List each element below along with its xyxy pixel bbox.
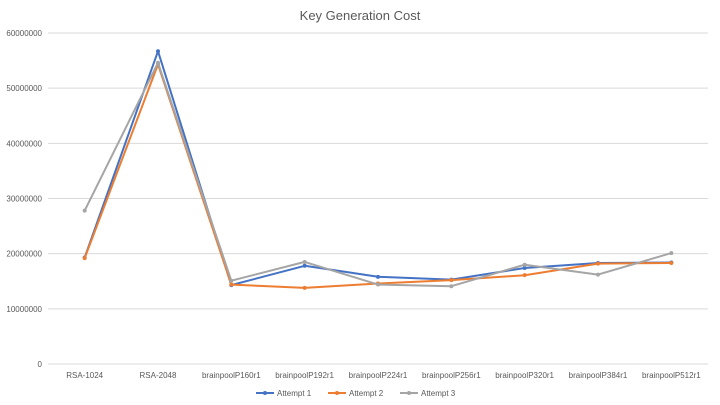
legend-marker: [263, 391, 267, 395]
x-tick-label: brainpoolP192r1: [275, 371, 334, 380]
legend-label: Attempt 1: [277, 389, 312, 398]
legend-marker: [335, 391, 339, 395]
x-tick-label: brainpoolP224r1: [349, 371, 408, 380]
legend-item: Attempt 2: [328, 389, 384, 398]
data-point: [522, 262, 527, 267]
y-tick-label: 20000000: [6, 250, 42, 259]
data-point: [669, 251, 674, 256]
data-point: [376, 274, 380, 279]
data-point: [669, 261, 674, 266]
data-point: [302, 285, 307, 290]
series-1: [82, 49, 674, 288]
x-tick-label: brainpoolP256r1: [422, 371, 481, 380]
chart-title: Key Generation Cost: [300, 8, 421, 23]
data-point: [229, 282, 234, 287]
data-point: [596, 261, 600, 266]
series-lines: [82, 49, 674, 290]
x-tick-label: brainpoolP320r1: [495, 371, 554, 380]
y-axis-tick-labels: 0 10000000 20000000 30000000 40000000 5000000…: [6, 29, 42, 369]
legend-label: Attempt 2: [349, 389, 384, 398]
legend-label: Attempt 3: [421, 389, 456, 398]
data-point: [229, 278, 234, 283]
y-tick-label: 30000000: [6, 195, 42, 204]
legend-item: Attempt 1: [256, 389, 312, 398]
y-tick-label: 40000000: [6, 139, 42, 148]
x-tick-label: brainpoolP512r1: [642, 371, 701, 380]
data-point: [302, 259, 307, 264]
data-point: [522, 266, 527, 271]
legend-item: Attempt 3: [400, 389, 456, 398]
x-tick-label: RSA-2048: [140, 371, 177, 380]
y-tick-label: 50000000: [6, 84, 42, 93]
x-tick-label: RSA-1024: [66, 371, 103, 380]
data-point: [156, 60, 160, 65]
legend: Attempt 1 Attempt 2 Attempt 3: [256, 389, 456, 398]
data-point: [82, 256, 87, 261]
series-line: [83, 50, 673, 287]
legend-marker: [407, 391, 411, 395]
y-tick-label: 10000000: [6, 305, 42, 314]
data-point: [82, 208, 87, 213]
data-point: [156, 49, 160, 54]
data-point: [449, 278, 454, 283]
y-tick-label: 0: [38, 360, 43, 369]
data-point: [449, 284, 454, 289]
data-point: [302, 263, 307, 268]
series-3: [82, 60, 674, 289]
y-tick-label: 60000000: [6, 29, 42, 38]
data-point: [522, 273, 527, 278]
x-tick-label: brainpoolP160r1: [202, 371, 261, 380]
gridlines: [48, 32, 708, 365]
data-point: [596, 272, 600, 277]
x-axis-tick-labels: RSA-1024 RSA-2048 brainpoolP160r1 brainpool…: [66, 371, 701, 380]
x-tick-label: brainpoolP384r1: [569, 371, 628, 380]
data-point: [376, 282, 380, 287]
